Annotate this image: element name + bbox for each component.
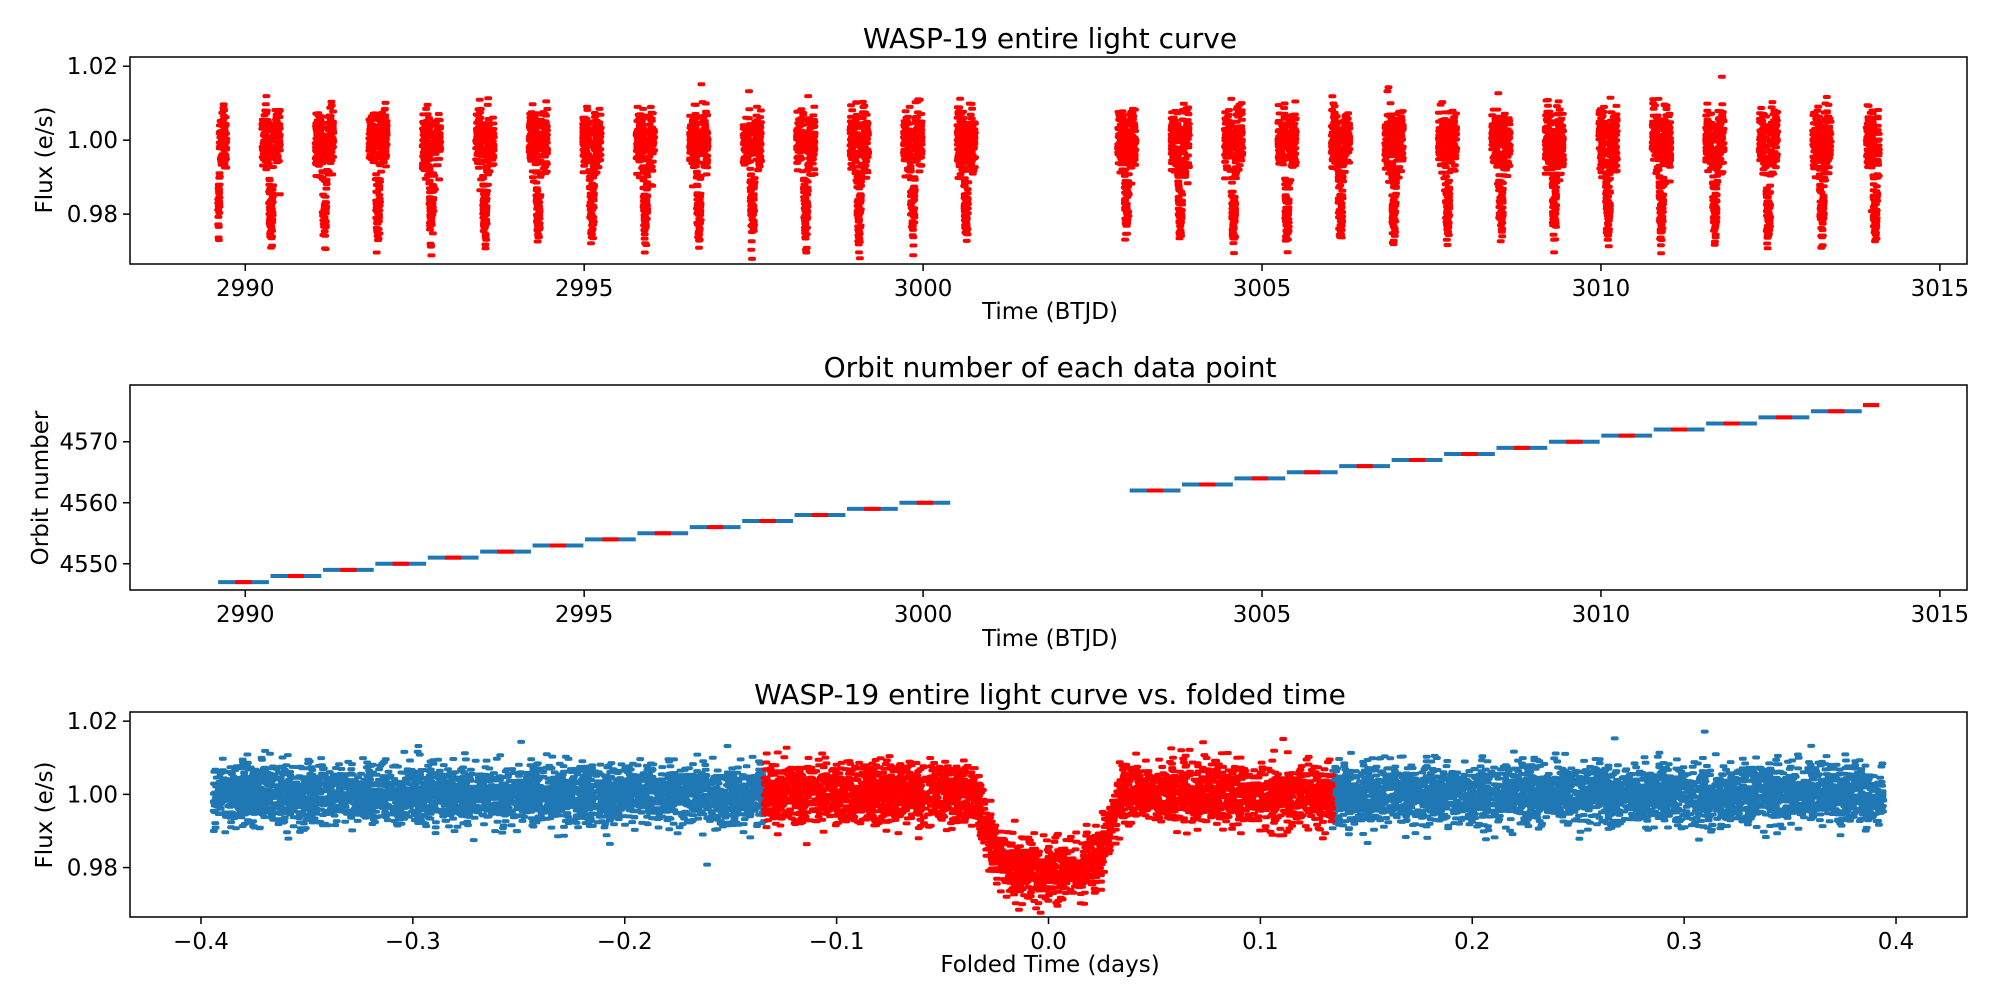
x-tick-label: 3015 — [1911, 276, 1970, 302]
panel-2-ylabel: Orbit number — [28, 410, 54, 565]
y-tick-label: 4560 — [59, 491, 118, 517]
panel-1-axes-frame — [129, 56, 1968, 265]
panel-2-ticks: 2990 2995 3000 3005 3010 3015 4550 4560 4570 — [59, 430, 1969, 628]
panel-2-xlabel: Time (BTJD) — [981, 626, 1118, 652]
panel-folded-light-curve: WASP-19 entire light curve vs. folded ti… — [32, 678, 1968, 978]
folded-points-window — [760, 737, 1337, 915]
y-tick-label: 0.98 — [67, 856, 118, 882]
x-tick-label: 0.0 — [1030, 929, 1067, 955]
y-tick-label: 1.02 — [67, 709, 118, 735]
panel-3-title: WASP-19 entire light curve vs. folded ti… — [754, 678, 1346, 711]
panel-orbit-number: Orbit number of each data point 2990 2995… — [28, 351, 1969, 652]
x-tick-label: 0.3 — [1666, 929, 1703, 955]
panel-2-data-points — [218, 403, 1880, 585]
x-tick-label: 2995 — [555, 276, 614, 302]
x-tick-label: 0.2 — [1454, 929, 1491, 955]
y-tick-label: 1.00 — [67, 782, 118, 808]
x-tick-label: −0.2 — [597, 929, 653, 955]
panel-2-title: Orbit number of each data point — [824, 351, 1277, 384]
x-tick-label: 2995 — [555, 602, 614, 628]
panel-3-axes-frame — [129, 711, 1968, 918]
x-tick-label: 3010 — [1572, 602, 1631, 628]
y-tick-label: 4550 — [59, 552, 118, 578]
x-tick-label: 3000 — [894, 602, 953, 628]
panel-3-xlabel: Folded Time (days) — [940, 952, 1159, 978]
light-curve-points — [214, 74, 1883, 261]
x-tick-label: −0.1 — [809, 929, 865, 955]
panel-3-ylabel: Flux (e/s) — [32, 762, 58, 869]
x-tick-label: 3005 — [1233, 602, 1292, 628]
panel-2-axes-frame — [129, 384, 1968, 591]
x-tick-label: −0.3 — [385, 929, 441, 955]
x-tick-label: 2990 — [216, 276, 275, 302]
x-tick-label: 3015 — [1911, 602, 1970, 628]
panel-3-data-points — [209, 729, 1888, 915]
x-tick-label: 0.4 — [1878, 929, 1915, 955]
y-tick-label: 4570 — [59, 430, 118, 456]
folded-points-outside — [209, 729, 1888, 867]
panel-1-xlabel: Time (BTJD) — [981, 299, 1118, 325]
x-tick-label: 3010 — [1572, 276, 1631, 302]
y-tick-label: 0.98 — [67, 202, 118, 228]
x-tick-label: −0.4 — [173, 929, 229, 955]
y-tick-label: 1.00 — [67, 128, 118, 154]
panel-1-ylabel: Flux (e/s) — [32, 107, 58, 214]
x-tick-label: 3000 — [894, 276, 953, 302]
x-tick-label: 2990 — [216, 602, 275, 628]
panel-light-curve: WASP-19 entire light curve 2990 2995 3000 3… — [32, 22, 1969, 325]
y-tick-label: 1.02 — [67, 54, 118, 80]
panel-1-ticks: 2990 2995 3000 3005 3010 3015 0.98 1.00 1.02 — [67, 54, 1969, 302]
panel-3-ticks: −0.4 −0.3 −0.2 −0.1 0.0 0.1 0.2 0.3 0.4 0.98 1.00 1… — [67, 709, 1915, 955]
x-tick-label: 3005 — [1233, 276, 1292, 302]
panel-1-data-points — [214, 74, 1883, 261]
panel-1-title: WASP-19 entire light curve — [863, 22, 1237, 55]
x-tick-label: 0.1 — [1242, 929, 1279, 955]
